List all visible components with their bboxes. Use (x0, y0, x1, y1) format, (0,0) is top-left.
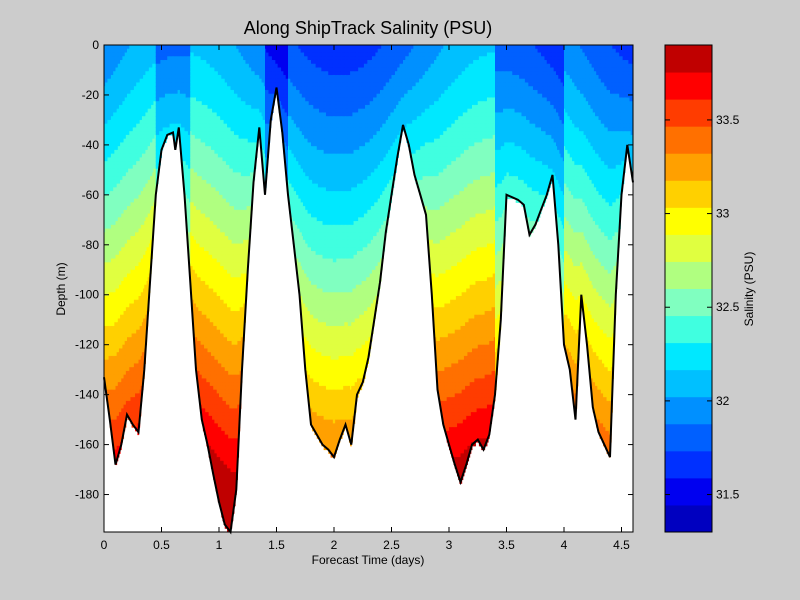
chart-title: Along ShipTrack Salinity (PSU) (244, 18, 492, 38)
salinity-figure: Along ShipTrack Salinity (PSU) 0 0.5 1 1.5 2… (0, 0, 800, 600)
